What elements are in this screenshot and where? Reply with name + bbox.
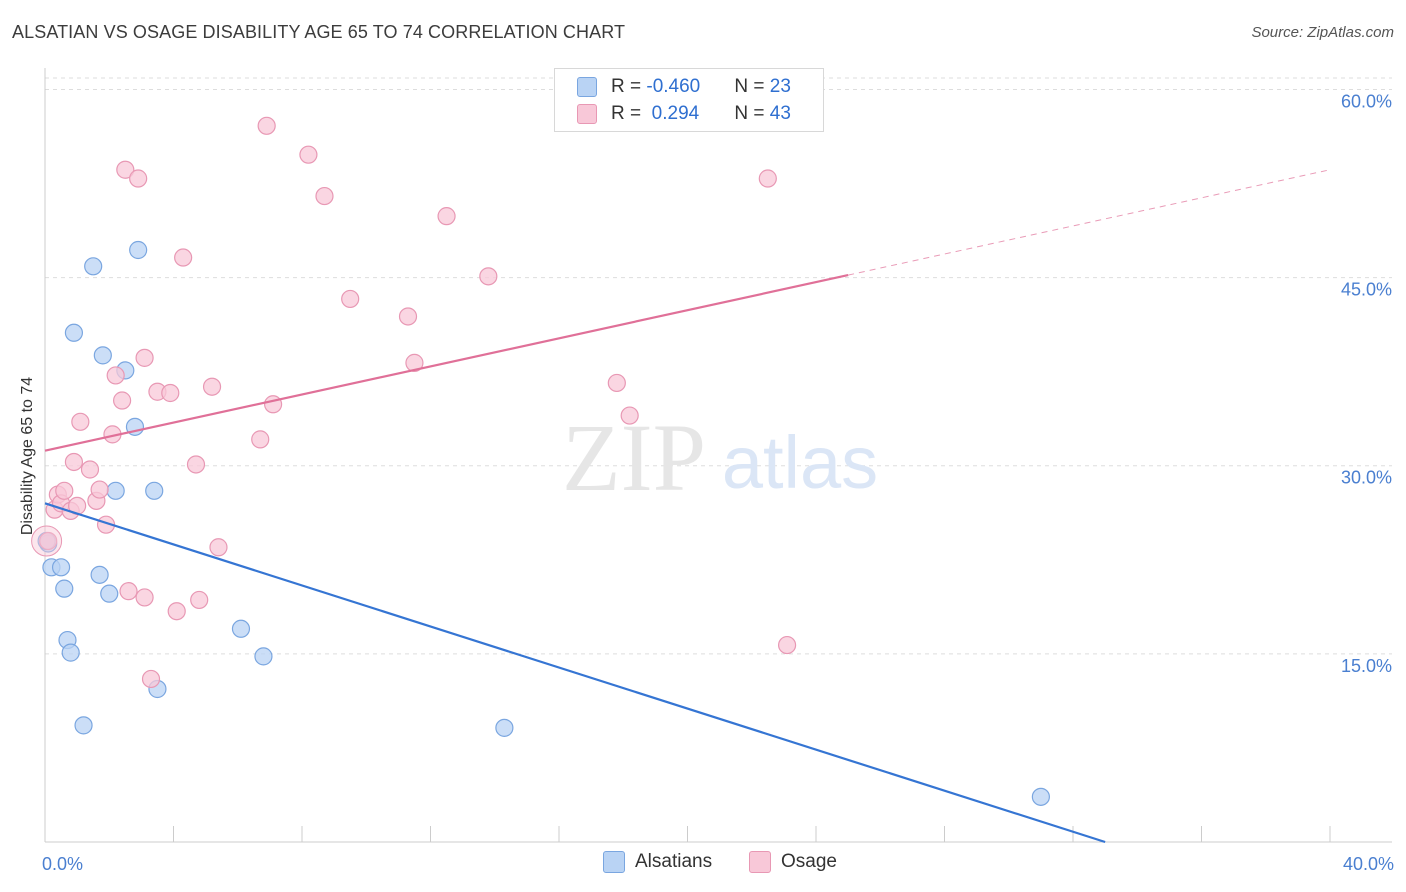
osage-point-large bbox=[31, 525, 63, 557]
watermark: ZIP atlas bbox=[562, 404, 878, 511]
alsatian-point bbox=[495, 718, 514, 737]
alsatian-point bbox=[100, 584, 119, 603]
legend-swatch-pink bbox=[577, 104, 597, 124]
osage-point bbox=[135, 348, 154, 367]
series-legend: Alsatians Osage bbox=[0, 851, 1406, 877]
osage-trend-extension bbox=[848, 169, 1331, 276]
osage-point bbox=[135, 588, 154, 607]
osage-point bbox=[80, 460, 100, 479]
alsatian-point bbox=[231, 619, 251, 638]
legend-n-label: N = bbox=[734, 76, 770, 97]
alsatian-point bbox=[254, 647, 273, 666]
osage-point bbox=[479, 267, 498, 286]
y-tick-label: 30.0% bbox=[1341, 468, 1392, 488]
legend-r-value: -0.460 bbox=[646, 76, 701, 97]
y-tick-label: 60.0% bbox=[1341, 91, 1392, 111]
legend-item-osage: Osage bbox=[749, 851, 837, 873]
legend-swatch-osage bbox=[749, 851, 771, 873]
osage-point bbox=[341, 289, 360, 309]
osage-point bbox=[190, 590, 209, 610]
osage-point bbox=[315, 186, 334, 206]
correlation-legend: R = -0.460 N = 23 R = 0.294 N = 43 bbox=[554, 68, 824, 132]
legend-label-osage: Osage bbox=[781, 851, 837, 872]
osage-point bbox=[112, 391, 132, 410]
osage-point bbox=[257, 116, 276, 135]
legend-row-alsatians: R = -0.460 N = 23 bbox=[577, 74, 791, 100]
watermark-atlas: atlas bbox=[722, 421, 878, 504]
legend-swatch-alsatians bbox=[603, 851, 625, 873]
osage-point bbox=[90, 480, 109, 499]
alsatian-point bbox=[129, 240, 148, 260]
osage-point bbox=[405, 353, 424, 372]
alsatian-point bbox=[93, 346, 112, 365]
osage-point bbox=[55, 481, 74, 500]
alsatian-point bbox=[84, 257, 103, 276]
osage-point bbox=[64, 452, 84, 472]
alsatian-point bbox=[55, 579, 74, 598]
osage-point bbox=[129, 169, 148, 188]
osage-point bbox=[174, 248, 193, 267]
alsatian-point bbox=[1031, 787, 1050, 806]
osage-point bbox=[607, 373, 626, 393]
legend-n-label: N = bbox=[734, 103, 770, 124]
y-tick-label: 15.0% bbox=[1341, 656, 1392, 676]
alsatian-point bbox=[90, 565, 109, 584]
osage-point bbox=[758, 169, 777, 188]
osage-point bbox=[161, 383, 180, 403]
legend-n-value: 23 bbox=[769, 76, 791, 97]
osage-point bbox=[39, 531, 58, 551]
chart-title: ALSATIAN VS OSAGE DISABILITY AGE 65 TO 7… bbox=[12, 22, 626, 42]
osage-trend-line bbox=[44, 274, 849, 452]
osage-point bbox=[202, 377, 222, 396]
alsatian-point bbox=[74, 716, 93, 735]
osage-point bbox=[71, 412, 90, 431]
y-axis-label: Disability Age 65 to 74 bbox=[19, 377, 36, 535]
axes-layer: 15.0% 30.0% 45.0% 60.0% 0.0% 40.0% bbox=[42, 68, 1394, 874]
osage-point bbox=[437, 207, 456, 226]
osage-point bbox=[106, 366, 125, 385]
legend-r-label: R = bbox=[611, 76, 647, 97]
x-tick-label-max: 40.0% bbox=[1343, 854, 1394, 874]
alsatian-point bbox=[64, 323, 84, 342]
alsatian-point bbox=[51, 558, 71, 577]
osage-point bbox=[299, 145, 318, 164]
alsatian-point bbox=[145, 481, 164, 500]
osage-point bbox=[398, 307, 418, 326]
osage-point bbox=[777, 635, 797, 655]
alsatian-point bbox=[106, 481, 125, 500]
points-layer bbox=[31, 116, 1050, 806]
osage-point bbox=[186, 455, 206, 474]
source-label: Source: ZipAtlas.com bbox=[1251, 24, 1394, 41]
trend-layer bbox=[44, 169, 1331, 844]
legend-n-value: 43 bbox=[769, 103, 791, 124]
alsatian-point bbox=[61, 643, 80, 662]
legend-item-alsatians: Alsatians bbox=[603, 851, 712, 873]
legend-swatch-blue bbox=[577, 77, 597, 97]
legend-r-value: 0.294 bbox=[646, 103, 700, 124]
legend-row-osage: R = 0.294 N = 43 bbox=[577, 101, 791, 127]
osage-point bbox=[167, 602, 186, 621]
osage-point bbox=[116, 160, 135, 179]
osage-point bbox=[141, 669, 161, 689]
legend-r-label: R = bbox=[611, 103, 647, 124]
osage-point bbox=[263, 395, 283, 414]
x-tick-label-min: 0.0% bbox=[42, 854, 83, 874]
osage-point bbox=[209, 538, 228, 557]
legend-label-alsatians: Alsatians bbox=[635, 851, 713, 872]
osage-point bbox=[620, 406, 639, 425]
alsatian-trend-line bbox=[44, 502, 1106, 844]
y-tick-label: 45.0% bbox=[1341, 280, 1392, 300]
osage-point bbox=[251, 430, 270, 449]
osage-point bbox=[119, 582, 138, 601]
